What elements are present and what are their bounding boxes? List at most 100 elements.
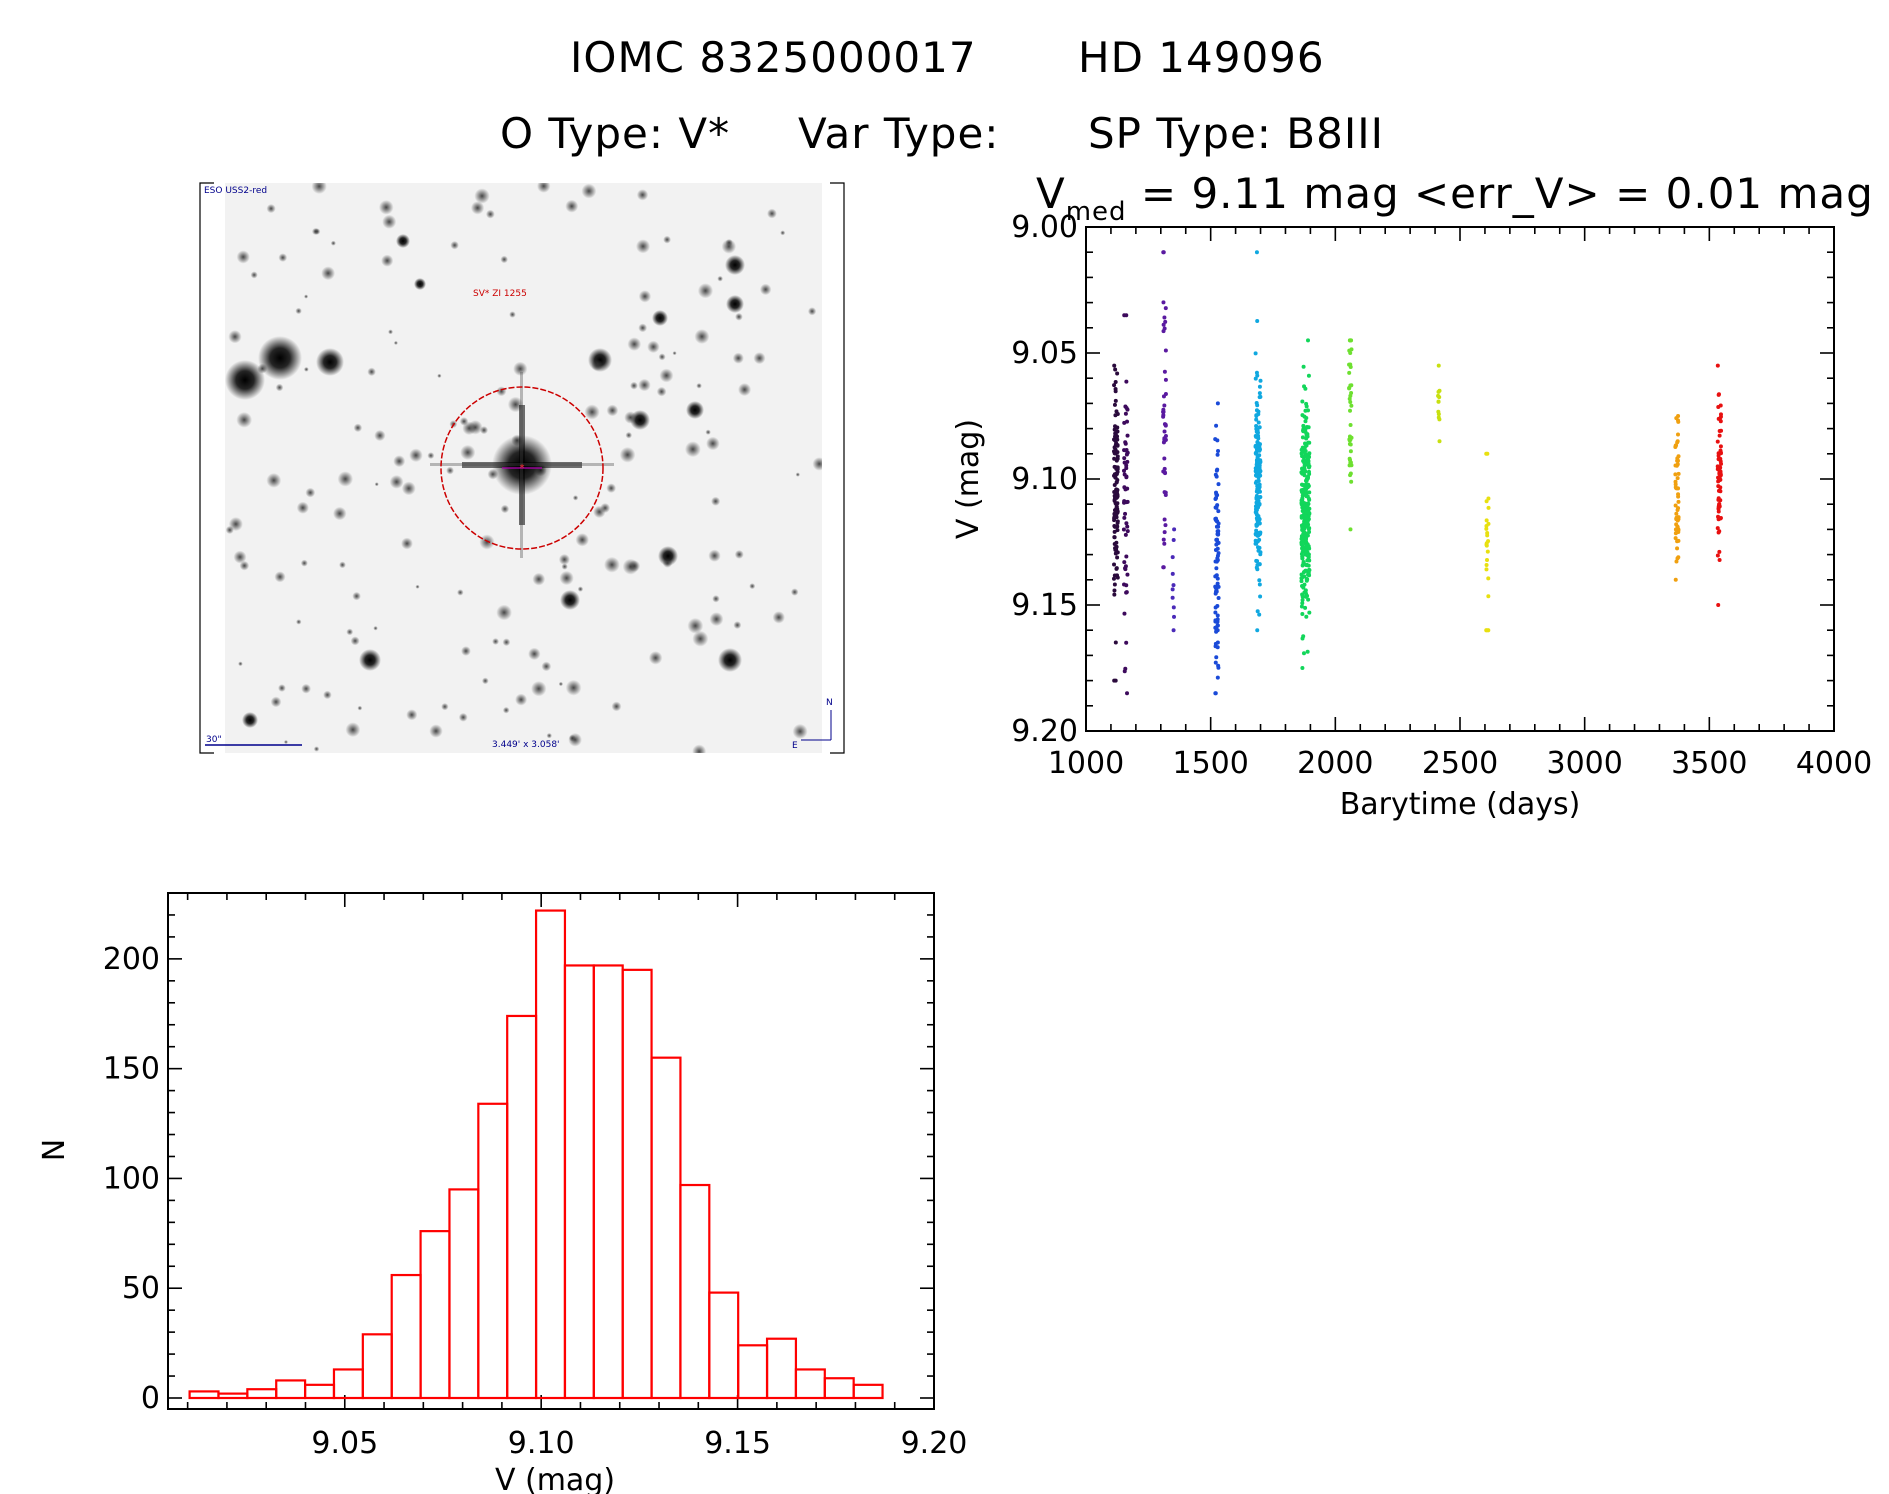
lightcurve-point — [1122, 560, 1127, 565]
histogram-bar — [217, 1392, 249, 1400]
field-star — [807, 307, 817, 316]
lightcurve-point — [1112, 511, 1117, 516]
lightcurve-point — [1163, 306, 1168, 311]
lightcurve-point — [1675, 440, 1680, 445]
lightcurve-point — [1719, 428, 1724, 433]
field-star — [323, 690, 332, 700]
lightcurve-point — [1161, 300, 1166, 305]
lightcurve-point — [1484, 541, 1489, 546]
lightcurve-point — [1257, 391, 1262, 396]
field-star — [389, 474, 404, 489]
field-star — [429, 724, 443, 738]
lightcurve-point — [1348, 460, 1353, 465]
lightcurve-point — [1257, 425, 1262, 430]
lightcurve-point — [1676, 486, 1681, 491]
lightcurve-point — [1214, 492, 1219, 497]
lightcurve-point — [1348, 393, 1353, 398]
histogram-bar — [563, 964, 595, 1400]
lightcurve-point — [1302, 384, 1307, 389]
lightcurve-point — [1348, 449, 1353, 454]
lightcurve-point — [1214, 655, 1219, 660]
field-star — [266, 472, 282, 488]
lightcurve-point — [1124, 640, 1129, 645]
lightcurve-point — [1255, 430, 1260, 435]
field-star — [706, 436, 720, 451]
lightcurve-point — [1125, 572, 1130, 577]
lightcurve-point — [1484, 499, 1489, 504]
field-star — [513, 361, 528, 376]
lightcurve-point — [1213, 472, 1218, 477]
lightcurve-point — [1676, 506, 1681, 511]
field-star — [718, 648, 742, 672]
lightcurve-point — [1122, 500, 1127, 505]
field-star — [352, 591, 361, 601]
lightcurve-point — [1163, 523, 1168, 528]
histogram-y-tick-label: 100 — [103, 1161, 160, 1196]
lightcurve-title: Vmed = 9.11 mag <err_V> = 0.01 mag — [1036, 169, 1874, 227]
lightcurve-point — [1163, 348, 1168, 353]
lightcurve-point — [1718, 412, 1723, 417]
histogram-bar — [621, 968, 653, 1400]
lightcurve-point — [1122, 611, 1127, 616]
field-star — [577, 586, 584, 592]
histogram-bar — [794, 1368, 826, 1400]
field-star — [792, 723, 808, 739]
field-star — [311, 227, 320, 236]
lightcurve-point — [1307, 511, 1312, 516]
field-star — [393, 340, 398, 345]
field-star — [381, 254, 394, 267]
lightcurve-point — [1213, 559, 1218, 564]
field-star — [374, 429, 386, 442]
field-star — [628, 560, 641, 572]
field-star — [561, 563, 568, 570]
lightcurve-point — [1115, 465, 1120, 470]
field-star — [611, 701, 622, 712]
lightcurve-point — [1486, 496, 1491, 501]
lightcurve-point — [1304, 536, 1309, 541]
histogram-axes: 9.05 9.10 9.15 9.20 0 50 100 150 200 — [103, 893, 967, 1461]
field-star — [461, 646, 471, 656]
histogram-x-tick-label: 9.10 — [508, 1426, 575, 1461]
lightcurve-point — [1257, 582, 1262, 587]
lightcurve-point — [1258, 495, 1263, 500]
lightcurve-point — [1674, 559, 1679, 564]
lightcurve-point — [1436, 409, 1441, 414]
lightcurve-point — [1125, 691, 1130, 696]
lightcurve-point — [1115, 429, 1120, 434]
lightcurve-point — [1304, 516, 1309, 521]
lightcurve-point — [1124, 452, 1129, 457]
lightcurve-point — [1347, 438, 1352, 443]
lightcurve-point — [1125, 524, 1130, 529]
lightcurve-point — [1301, 585, 1306, 590]
lightcurve-point — [1673, 472, 1678, 477]
lightcurve-point — [1161, 394, 1166, 399]
field-star — [496, 604, 512, 621]
lightcurve-point — [1300, 601, 1305, 606]
lightcurve-point — [1213, 691, 1218, 696]
lightcurve-point — [1258, 378, 1263, 383]
field-star — [584, 404, 600, 420]
lightcurve-point — [1125, 419, 1130, 424]
field-star — [638, 323, 648, 333]
lightcurve-point — [1124, 466, 1129, 471]
field-star — [373, 625, 378, 631]
field-star — [258, 336, 302, 380]
lightcurve-point — [1300, 539, 1305, 544]
field-star — [479, 426, 489, 435]
field-star — [581, 183, 597, 199]
lightcurve-point — [1214, 587, 1219, 592]
lightcurve-point — [1306, 469, 1311, 474]
survey-label: ESO USS2-red — [204, 186, 267, 196]
lightcurve-point — [1348, 422, 1353, 427]
lightcurve-point — [1112, 445, 1117, 450]
lightcurve-point — [1161, 322, 1166, 327]
lightcurve-point — [1300, 435, 1305, 440]
lightcurve-point — [1162, 456, 1167, 461]
lightcurve-panel: Vmed = 9.11 mag <err_V> = 0.01 mag 1000 1… — [951, 169, 1874, 822]
lightcurve-point — [1305, 558, 1310, 563]
lightcurve-point — [1161, 250, 1166, 255]
field-star — [532, 572, 546, 586]
lightcurve-point — [1122, 313, 1127, 318]
lightcurve-point — [1112, 588, 1117, 593]
object-type-label: O Type: V* — [500, 109, 730, 158]
